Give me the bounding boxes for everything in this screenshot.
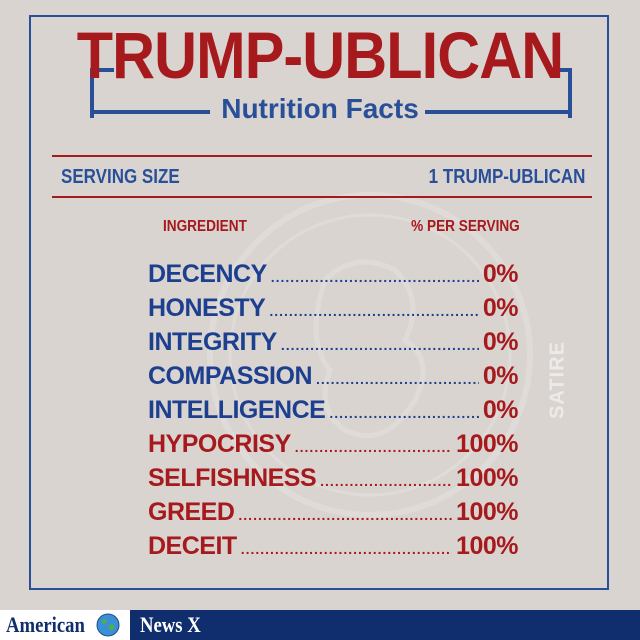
title-bracket-left: [90, 68, 114, 118]
ingredient-percent: 100%: [456, 532, 518, 560]
title-bracket-right: [548, 68, 572, 118]
percent-column-header: % PER SERVING: [411, 218, 520, 235]
ingredient-row: SELFISHNESS ............................…: [148, 461, 518, 495]
ingredient-name: INTEGRITY: [148, 328, 277, 356]
globe-icon: [96, 613, 120, 637]
ingredient-name: HYPOCRISY: [148, 430, 291, 458]
ingredient-percent: 0%: [482, 294, 519, 322]
ingredient-name: HONESTY: [148, 294, 266, 322]
brand-right-text[interactable]: News X: [140, 612, 201, 637]
serving-size-value: 1 TRUMP-UBLICAN: [428, 166, 585, 188]
brand-left-text: American: [6, 612, 85, 637]
divider-top: [52, 155, 592, 157]
ingredient-percent: 0%: [482, 396, 519, 424]
nutrition-card: [29, 15, 609, 590]
ingredient-row: INTEGRITY ..............................…: [148, 325, 519, 359]
ingredient-row: HYPOCRISY ..............................…: [148, 427, 518, 461]
ingredient-name: DECENCY: [148, 260, 267, 288]
ingredient-name: GREED: [148, 498, 235, 526]
ingredient-name: DECEIT: [148, 532, 237, 560]
ingredient-percent: 0%: [482, 362, 519, 390]
ingredient-row: COMPASSION .............................…: [148, 359, 519, 393]
ingredient-row: DECEIT .................................…: [148, 529, 518, 563]
ingredient-row: DECENCY ................................…: [148, 257, 519, 291]
ingredient-row: INTELLIGENCE ...........................…: [148, 393, 519, 427]
ingredient-list: DECENCY ................................…: [148, 257, 519, 563]
leader-dots: ........................................…: [240, 541, 452, 557]
ingredient-name: INTELLIGENCE: [148, 396, 326, 424]
leader-dots: ........................................…: [270, 269, 479, 285]
leader-dots: ........................................…: [320, 473, 453, 489]
leader-dots: ........................................…: [269, 303, 479, 319]
serving-size-label: SERVING SIZE: [61, 166, 180, 188]
leader-dots: ........................................…: [316, 371, 479, 387]
ingredient-name: SELFISHNESS: [148, 464, 317, 492]
page-subtitle: Nutrition Facts: [221, 93, 419, 124]
ingredient-percent: 100%: [456, 498, 518, 526]
ingredient-name: COMPASSION: [148, 362, 313, 390]
title-bracket-right-base: [425, 110, 572, 114]
ingredient-percent: 100%: [456, 430, 518, 458]
satire-watermark: SATIRE: [546, 341, 569, 419]
ingredient-column-header: INGREDIENT: [163, 218, 247, 235]
page-title: TRUMP-UBLICAN: [76, 18, 564, 92]
watermark-seal-icon: [207, 192, 533, 518]
title-bracket-left-base: [90, 110, 210, 114]
ingredient-percent: 100%: [456, 464, 518, 492]
ingredient-percent: 0%: [482, 260, 519, 288]
leader-dots: ........................................…: [280, 337, 479, 353]
footer-bar: American News X: [0, 610, 640, 640]
ingredient-percent: 0%: [482, 328, 519, 356]
ingredient-row: HONESTY ................................…: [148, 291, 519, 325]
leader-dots: ........................................…: [238, 507, 452, 523]
leader-dots: ........................................…: [329, 405, 479, 421]
ingredient-row: GREED ..................................…: [148, 495, 518, 529]
divider-bottom: [52, 196, 592, 198]
leader-dots: ........................................…: [294, 439, 452, 455]
